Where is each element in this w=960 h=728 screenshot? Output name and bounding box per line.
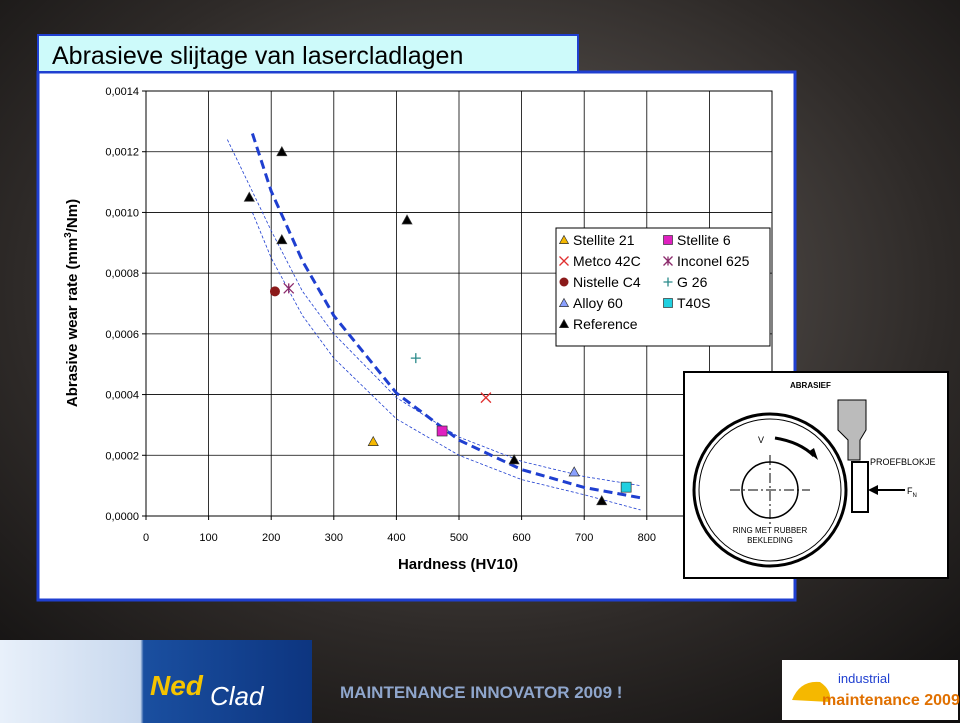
x-tick-label: 200 [262,532,280,544]
inset-label: BEKLEDING [747,536,793,545]
y-tick-label: 0,0012 [105,147,139,159]
logo-text: maintenance 2009 [822,692,960,709]
y-tick-label: 0,0006 [105,329,139,341]
y-tick-label: 0,0004 [105,390,139,402]
legend-label: G 26 [677,274,708,290]
x-tick-label: 500 [450,532,468,544]
logo-text: Clad [210,681,265,711]
x-tick-label: 800 [638,532,656,544]
y-tick-label: 0,0002 [105,450,139,462]
x-tick-label: 700 [575,532,593,544]
y-tick-label: 0,0010 [105,207,139,219]
legend-label: Reference [573,316,638,332]
legend-marker [664,236,673,245]
y-tick-label: 0,0008 [105,268,139,280]
marker [270,286,280,296]
inset-label: RING MET RUBBER [733,526,808,535]
inset-diagram: ABRASIEF PROEFBLOKJE V FN RING MET RUBBE… [684,372,948,578]
legend-marker [560,278,569,287]
y-label-end: /Nm) [64,199,81,232]
marker [437,426,447,436]
inset-label: V [758,435,764,445]
legend-label: Metco 42C [573,253,641,269]
specimen [852,462,868,512]
legend-label: Stellite 6 [677,232,731,248]
y-tick-label: 0,0014 [105,86,139,98]
legend-label: Nistelle C4 [573,274,641,290]
y-label-main: Abrasive wear rate (mm [64,238,81,407]
x-tick-label: 400 [387,532,405,544]
legend-label: T40S [677,295,710,311]
page: Abrasieve slijtage van lasercladlagen 0 1… [0,0,960,723]
y-axis-label: Abrasive wear rate (mm3/Nm) [63,199,81,407]
slogan: MAINTENANCE INNOVATOR 2009 ! [340,683,622,702]
inset-box [684,372,948,578]
force-sub: N [913,493,917,499]
inset-label: PROEFBLOKJE [870,457,936,467]
legend-marker [664,299,673,308]
x-axis-label: Hardness (HV10) [398,556,518,573]
slide: Abrasieve slijtage van lasercladlagen 0 1… [0,0,960,723]
x-tick-label: 0 [143,532,149,544]
x-tick-label: 300 [325,532,343,544]
legend-label: Alloy 60 [573,295,623,311]
inset-label: ABRASIEF [790,381,831,390]
y-tick-label: 0,0000 [105,511,139,523]
legend: Stellite 21 Stellite 6 Metco 42C Inconel 62… [556,228,770,346]
slide-title: Abrasieve slijtage van lasercladlagen [52,42,463,70]
plot: 0 100 200 300 400 500 600 700 800 0,0000 0,0002 0,0… [105,86,772,544]
legend-label: Stellite 21 [573,232,635,248]
x-tick-label: 600 [512,532,530,544]
logo-text: Ned [150,670,204,701]
legend-label: Inconel 625 [677,253,750,269]
marker [621,482,631,492]
logo-text: industrial [838,671,890,686]
x-tick-label: 100 [199,532,217,544]
